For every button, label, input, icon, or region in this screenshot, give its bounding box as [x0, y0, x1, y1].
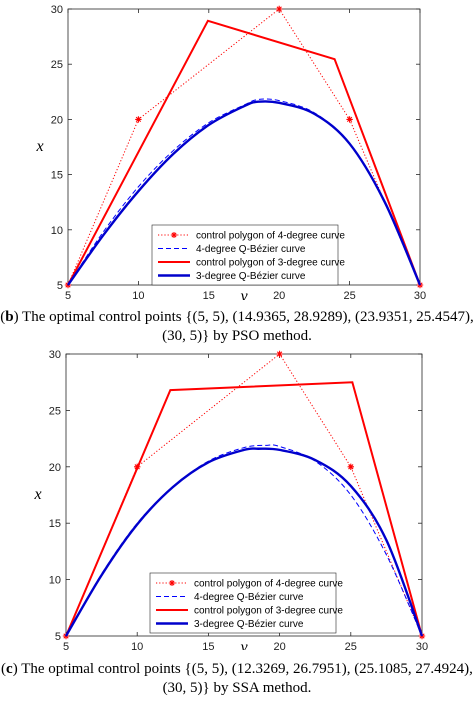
chart-panel-c: 5 10 15 20 25 30 5 10 15 20 25 30 y x control polygon …	[0, 345, 474, 703]
legend-label: 3-degree Q-Bézier curve	[194, 619, 304, 630]
y-tick-label: 10	[51, 225, 63, 237]
control-point-marker	[347, 463, 354, 470]
caption-c: (c) The optimal control points {(5, 5), …	[1, 661, 473, 696]
x-tick-label: 5	[63, 641, 69, 650]
legend-label: 4-degree Q-Bézier curve	[194, 592, 304, 603]
y-tick-label: 25	[49, 405, 61, 417]
legend-label: 3-degree Q-Bézier curve	[196, 271, 306, 282]
series-3deg-control-polygon	[67, 19, 421, 286]
legend-label: control polygon of 3-degree curve	[196, 258, 345, 269]
x-tick-label: 10	[131, 641, 143, 650]
y-tick-label: 5	[55, 631, 61, 643]
y-tick-label: 25	[51, 59, 63, 71]
x-axis-label: y	[238, 639, 248, 650]
control-point-marker	[276, 5, 283, 13]
legend-label: 4-degree Q-Bézier curve	[196, 244, 306, 255]
series-3deg-bezier-curve	[67, 100, 422, 286]
series-3deg-bezier-curve	[64, 447, 424, 637]
y-tick-label: 30	[49, 349, 61, 361]
x-tick-label: 15	[203, 290, 215, 300]
legend-label: control polygon of 3-degree curve	[194, 606, 343, 617]
control-point-marker	[346, 116, 353, 123]
caption-b-text: The optimal control points {(5, 5), (14.…	[22, 309, 474, 344]
y-axis-label: x	[33, 486, 41, 503]
caption-b: (b) The optimal control points {(5, 5), …	[0, 309, 474, 344]
y-tick-label: 10	[49, 575, 61, 587]
caption-c-text: The optimal control points {(5, 5), (12.…	[21, 661, 473, 696]
x-tick-label: 30	[416, 641, 428, 650]
y-tick-label: 15	[49, 518, 61, 530]
y-tick-label: 20	[49, 462, 61, 474]
axes-frame	[65, 353, 423, 637]
chart-panel-b: 5 10 15 20 25 30 5 10 15 20 25 30 y x control polygon …	[0, 0, 474, 350]
y-tick-label: 15	[51, 170, 63, 182]
x-tick-label: 30	[414, 290, 426, 300]
chart-b-svg: 5 10 15 20 25 30 5 10 15 20 25 30 y x control polygon …	[35, 4, 426, 300]
y-tick-label: 20	[51, 114, 63, 126]
y-axis-label: x	[35, 138, 43, 155]
legend-label: control polygon of 4-degree curve	[194, 579, 343, 590]
x-tick-label: 15	[202, 641, 214, 650]
series-3deg-control-polygon	[65, 381, 423, 637]
x-tick-label: 20	[273, 641, 285, 650]
chart-c-svg: 5 10 15 20 25 30 5 10 15 20 25 30 y x control polygon …	[33, 349, 428, 650]
caption-b-label: b	[5, 309, 14, 325]
x-tick-label: 20	[273, 290, 285, 300]
legend-marker	[171, 232, 177, 238]
y-tick-label: 30	[51, 4, 63, 16]
control-point-marker	[276, 350, 283, 358]
legend-marker	[169, 580, 175, 586]
series-4deg-bezier-curve	[67, 98, 421, 286]
x-axis-label: y	[238, 288, 248, 300]
y-tick-label: 5	[57, 280, 63, 292]
x-tick-label: 25	[343, 290, 355, 300]
series-4deg-bezier-curve	[65, 444, 423, 637]
caption-c-label: c	[6, 661, 13, 677]
x-tick-label: 25	[345, 641, 357, 650]
x-tick-label: 5	[65, 290, 71, 300]
control-point-marker	[135, 116, 142, 123]
x-tick-label: 10	[132, 290, 144, 300]
legend-label: control polygon of 4-degree curve	[196, 231, 345, 242]
